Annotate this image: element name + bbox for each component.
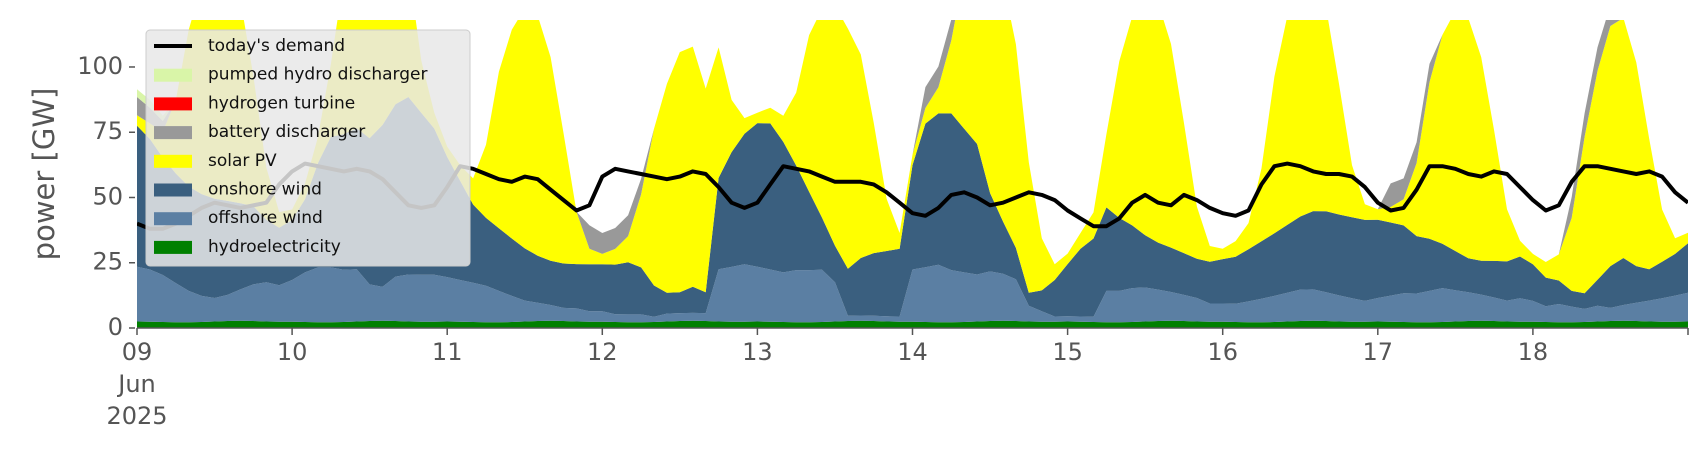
legend-label: solar PV [208,151,277,171]
legend-box [145,29,471,267]
legend-label: hydroelectricity [208,237,341,257]
x-tick-label: 17 [1363,338,1394,366]
legend-swatch [154,97,192,111]
y-tick-label: 50 [92,182,123,210]
legend-label: onshore wind [208,180,322,200]
legend-label: offshore wind [208,208,323,228]
x-tick-label: 09 Jun 2025 [106,338,167,430]
legend-swatch [154,154,192,168]
x-tick-label: 13 [742,338,773,366]
legend-label: battery discharger [208,122,365,142]
legend-swatch [154,68,192,82]
legend-label: hydrogen turbine [208,93,355,113]
y-axis-label: power [GW] [27,88,61,261]
legend-swatch [154,126,192,140]
legend-label: today's demand [208,36,345,56]
area-hydroelectricity [137,320,1688,328]
legend-label: pumped hydro discharger [208,65,427,85]
y-tick-label: 25 [92,248,123,276]
x-tick-label: 11 [432,338,463,366]
x-tick-label: 16 [1207,338,1238,366]
legend-swatch [154,240,192,254]
legend-swatch [154,183,192,197]
stacked-area-layer [137,20,1688,328]
x-tick-label: 12 [587,338,618,366]
y-tick-label: 75 [92,117,123,145]
axes: 0 25 50 75 100 09 Jun 2025 10 11 12 13 14 15 16 17 18 [77,52,1689,430]
legend: today's demand pumped hydro discharger hyd… [145,29,471,267]
x-tick-label: 14 [897,338,928,366]
area-onshore-wind [137,97,1688,317]
area-solar-pv [137,20,1688,294]
y-tick-label: 100 [77,52,123,80]
x-tick-label: 15 [1052,338,1083,366]
legend-swatch [154,212,192,226]
y-tick-label: 0 [108,313,123,341]
area-offshore-wind [137,264,1688,323]
x-tick-label: 10 [277,338,308,366]
x-tick-label: 18 [1518,338,1549,366]
